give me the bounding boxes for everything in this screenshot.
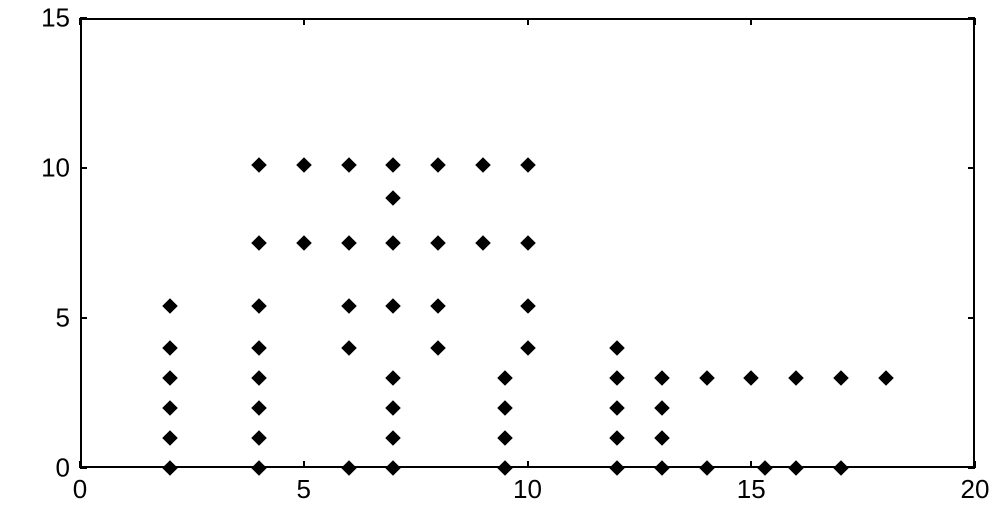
y-tick xyxy=(80,17,87,19)
x-tick-label: 20 xyxy=(961,474,990,505)
x-tick xyxy=(303,461,305,468)
scatter-chart: 0 5 10 15 20 0 5 10 15 xyxy=(0,0,1000,523)
x-tick-label: 5 xyxy=(297,474,311,505)
x-tick xyxy=(79,18,81,25)
y-tick-label: 0 xyxy=(56,453,70,484)
x-tick-label: 15 xyxy=(737,474,766,505)
x-tick xyxy=(527,18,529,25)
x-tick-label: 0 xyxy=(73,474,87,505)
y-tick xyxy=(968,467,975,469)
y-tick xyxy=(80,167,87,169)
x-tick-label: 10 xyxy=(513,474,542,505)
x-tick xyxy=(303,18,305,25)
y-tick-label: 10 xyxy=(41,153,70,184)
x-tick xyxy=(750,18,752,25)
y-tick xyxy=(968,167,975,169)
y-tick xyxy=(968,317,975,319)
y-tick xyxy=(968,17,975,19)
x-tick xyxy=(974,18,976,25)
x-tick xyxy=(750,461,752,468)
x-tick xyxy=(527,461,529,468)
y-tick-label: 15 xyxy=(41,3,70,34)
y-tick xyxy=(80,317,87,319)
y-tick xyxy=(80,467,87,469)
y-tick-label: 5 xyxy=(56,303,70,334)
